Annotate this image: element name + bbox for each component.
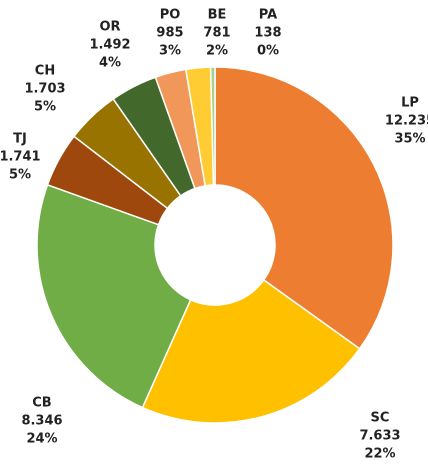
slice	[141, 278, 361, 424]
slice-percent: 35%	[394, 132, 425, 147]
slice-category: SC	[371, 411, 390, 426]
slice-value: 781	[203, 26, 230, 41]
slice-category: OR	[99, 20, 120, 35]
slice-value: 1.741	[0, 150, 41, 165]
slice-percent: 5%	[34, 100, 56, 115]
slice	[209, 66, 216, 186]
slice-percent: 3%	[159, 44, 181, 59]
slice-percent: 22%	[364, 447, 395, 462]
slice	[36, 183, 192, 409]
slice-category: CH	[35, 64, 55, 79]
slice-category: PA	[259, 8, 277, 23]
slice-value: 12.235	[385, 114, 428, 129]
slice-value: 1.703	[24, 82, 65, 97]
slice-category: BE	[208, 8, 227, 23]
slice-percent: 4%	[99, 56, 121, 71]
slice-percent: 2%	[206, 44, 228, 59]
slice-value: 1.492	[89, 38, 130, 53]
slice-percent: 24%	[26, 432, 57, 447]
slice-value: 985	[156, 26, 183, 41]
slice-percent: 0%	[257, 44, 279, 59]
slice-value: 8.346	[21, 414, 62, 429]
slice-value: 7.633	[359, 429, 400, 444]
slice-category: PO	[160, 8, 181, 23]
slice	[214, 66, 394, 350]
slice-value: 138	[254, 26, 281, 41]
slice-category: CB	[32, 396, 51, 411]
slice-percent: 5%	[9, 168, 31, 183]
slice-category: TJ	[13, 132, 27, 147]
slice-category: LP	[401, 96, 419, 111]
